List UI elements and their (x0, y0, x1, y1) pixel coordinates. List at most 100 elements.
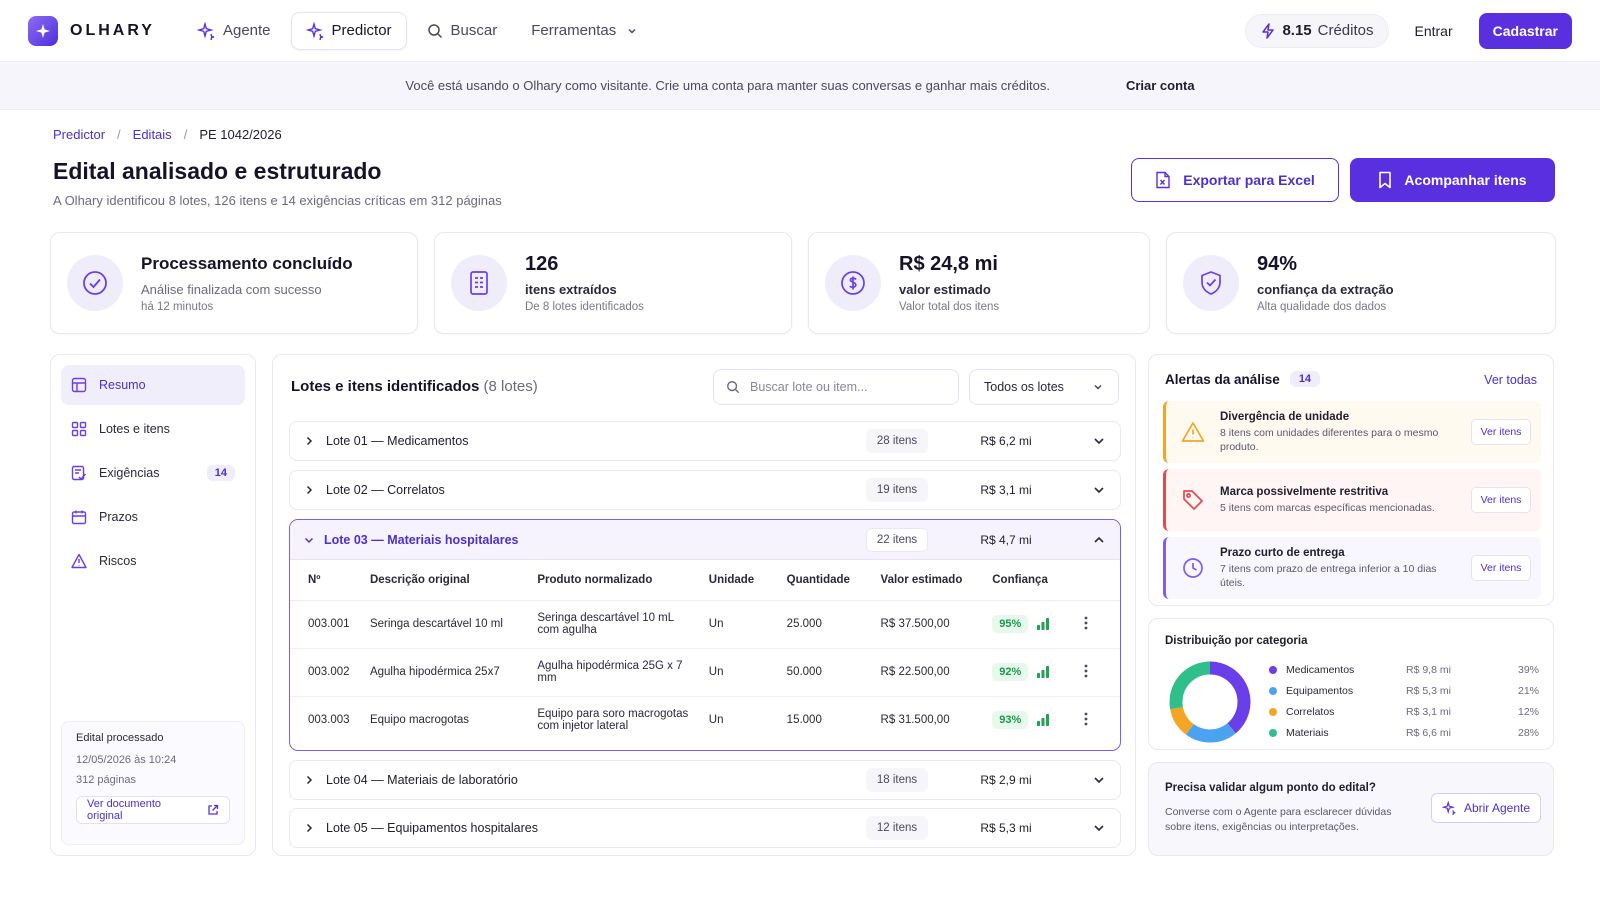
stat-sub: há 12 minutos (141, 300, 214, 313)
chevron-up-icon[interactable] (1066, 533, 1106, 547)
alert-description: 8 itens com unidades diferentes para o m… (1220, 426, 1439, 453)
item-quantity: 50.000 (780, 648, 875, 697)
chevron-down-icon[interactable] (1066, 773, 1106, 787)
view-original-document-button[interactable]: Ver documento original (76, 796, 230, 824)
more-vertical-icon[interactable] (1084, 712, 1088, 726)
alerts-panel: Alertas da análise 14 Ver todas Divergên… (1148, 354, 1554, 606)
sidebar-item-exigencias[interactable]: Exigências 14 (61, 453, 245, 493)
credits-badge[interactable]: 8.15 Créditos (1245, 13, 1389, 48)
logo[interactable]: OLHARY (28, 15, 155, 46)
col-header-quantity[interactable]: Quantidade (780, 560, 875, 601)
table-header-row: Nº Descrição original Produto normalizad… (290, 560, 1120, 601)
document-list-icon (451, 255, 507, 311)
legend-row: Medicamentos R$ 9,8 mi 39% (1269, 659, 1539, 680)
more-vertical-icon[interactable] (1084, 616, 1088, 630)
breadcrumb-editais[interactable]: Editais (132, 127, 172, 142)
col-header-description[interactable]: Descrição original (363, 560, 532, 601)
lot-filter-select[interactable]: Todos os lotes (969, 369, 1119, 405)
sidebar-item-riscos[interactable]: Riscos (61, 541, 245, 581)
alerts-title: Alertas da análise (1165, 371, 1280, 387)
table-row[interactable]: 003.003 Equipo macrogotas Equipo para so… (290, 696, 1120, 744)
see-all-alerts-link[interactable]: Ver todas (1484, 373, 1537, 387)
stat-main: Processamento concluído (141, 253, 353, 273)
legend-value: R$ 6,6 mi (1406, 726, 1451, 739)
export-excel-button[interactable]: Exportar para Excel (1131, 158, 1339, 202)
more-vertical-icon[interactable] (1084, 664, 1088, 678)
chevron-down-icon (304, 535, 314, 545)
sidebar-item-label: Resumo (99, 378, 146, 392)
lots-title-text: Lotes e itens identificados (291, 378, 480, 395)
lots-panel-title: Lotes e itens identificados (8 lotes) (291, 378, 538, 395)
alerts-count-badge: 14 (1289, 371, 1321, 387)
lot-filter-value: Todos os lotes (984, 380, 1064, 394)
stat-main: R$ 24,8 mi (899, 253, 998, 275)
lot-name: Lote 03 — Materiais hospitalares (324, 532, 519, 547)
table-row[interactable]: 003.001 Seringa descartável 10 ml Sering… (290, 600, 1120, 649)
col-header-product[interactable]: Produto normalizado (531, 560, 703, 601)
view-items-button[interactable]: Ver itens (1471, 555, 1531, 581)
col-header-value[interactable]: Valor estimado (874, 560, 987, 601)
stat-main: 94% (1257, 253, 1298, 275)
calendar-icon (71, 509, 87, 525)
chevron-down-icon[interactable] (1066, 434, 1106, 448)
alert-description: 7 itens com prazo de entrega inferior a … (1220, 562, 1437, 589)
legend-dot (1269, 665, 1277, 674)
chevron-down-icon[interactable] (1066, 821, 1106, 835)
item-confidence: 92% (992, 663, 1050, 681)
lot-value: R$ 5,3 mi (980, 821, 1032, 835)
sidebar-item-lotes[interactable]: Lotes e itens (61, 409, 245, 449)
lots-panel: Lotes e itens identificados (8 lotes) Bu… (272, 354, 1136, 856)
item-number: 003.002 (290, 648, 364, 697)
lot-search-input[interactable]: Buscar lote ou item... (713, 369, 959, 405)
distribution-legend: Medicamentos R$ 9,8 mi 39% Equipamentos … (1269, 659, 1539, 743)
item-quantity: 25.000 (780, 600, 875, 649)
lot-03-header[interactable]: Lote 03 — Materiais hospitalares 22 iten… (290, 520, 1120, 560)
table-row[interactable]: 003.002 Agulha hipodérmica 25x7 Agulha h… (290, 648, 1120, 697)
sidebar-item-prazos[interactable]: Prazos (61, 497, 245, 537)
lot-row-02[interactable]: Lote 02 — Correlatos 19 itens R$ 3,1 mi (289, 470, 1121, 510)
confidence-badge: 92% (992, 663, 1029, 681)
stat-label: Análise finalizada com sucesso (141, 281, 322, 297)
alert-unit-divergence: Divergência de unidade 8 itens com unida… (1163, 401, 1541, 463)
chevron-down-icon[interactable] (1066, 483, 1106, 497)
follow-items-button[interactable]: Acompanhar itens (1350, 158, 1555, 202)
page-title: Edital analisado e estruturado (53, 158, 382, 184)
visitor-banner: Você está usando o Olhary como visitante… (0, 62, 1600, 110)
lot-row-04[interactable]: Lote 04 — Materiais de laboratório 18 it… (289, 760, 1121, 800)
nav-buscar[interactable]: Buscar (413, 12, 512, 50)
credits-label: Créditos (1317, 22, 1374, 39)
col-header-number[interactable]: Nº (290, 560, 364, 601)
lot-row-05[interactable]: Lote 05 — Equipamentos hospitalares 12 i… (289, 808, 1121, 848)
legend-percent: 21% (1517, 684, 1539, 697)
legend-dot (1269, 728, 1277, 737)
legend-percent: 39% (1517, 663, 1539, 676)
nav-predictor[interactable]: Predictor (290, 11, 407, 50)
bookmark-icon (1378, 171, 1392, 189)
view-items-button[interactable]: Ver itens (1471, 419, 1531, 445)
signup-button[interactable]: Cadastrar (1478, 12, 1572, 49)
lot-value: R$ 2,9 mi (980, 773, 1032, 787)
open-agent-label: Abrir Agente (1463, 801, 1531, 815)
item-number: 003.003 (308, 714, 350, 727)
alerts-header: Alertas da análise 14 (1165, 371, 1321, 387)
breadcrumb-predictor[interactable]: Predictor (53, 127, 106, 142)
col-header-confidence[interactable]: Confiança (986, 560, 1079, 601)
view-items-button[interactable]: Ver itens (1471, 487, 1531, 513)
external-link-icon (207, 804, 219, 816)
lot-item-count: 22 itens (866, 527, 928, 552)
legend-value: R$ 9,8 mi (1406, 663, 1451, 676)
col-header-unit[interactable]: Unidade (702, 560, 781, 601)
legend-dot (1269, 686, 1277, 695)
sidebar-item-resumo[interactable]: Resumo (61, 365, 245, 405)
lot-row-01[interactable]: Lote 01 — Medicamentos 28 itens R$ 6,2 m… (289, 421, 1121, 461)
item-description: Agulha hipodérmica 25x7 (363, 648, 532, 697)
nav-agente[interactable]: Agente (183, 12, 285, 50)
legend-value: R$ 5,3 mi (1406, 684, 1451, 697)
lot-value: R$ 4,7 mi (980, 532, 1032, 547)
chevron-down-icon (1092, 381, 1104, 393)
nav-ferramentas[interactable]: Ferramentas (517, 12, 652, 50)
open-agent-button[interactable]: Abrir Agente (1431, 793, 1541, 823)
login-button[interactable]: Entrar (1414, 22, 1453, 39)
check-circle-icon (67, 255, 123, 311)
create-account-link[interactable]: Criar conta (1125, 78, 1195, 93)
